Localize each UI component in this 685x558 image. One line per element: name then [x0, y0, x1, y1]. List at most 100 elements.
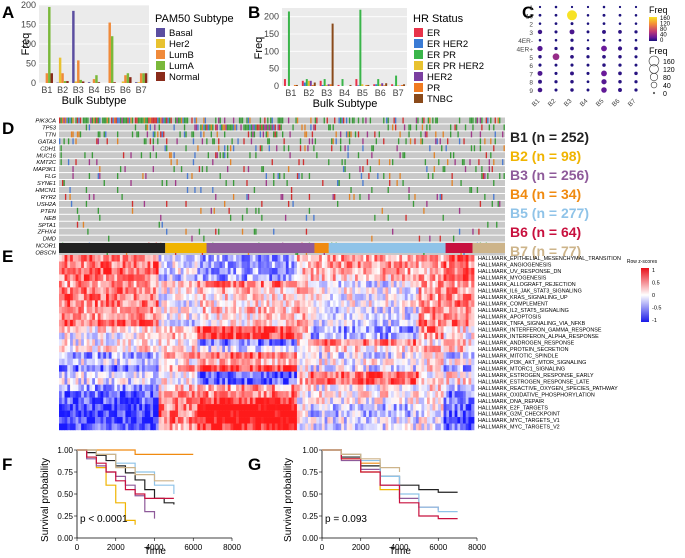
d-mutation [264, 124, 266, 131]
d-mutation [61, 180, 64, 186]
e-heat-cell [92, 255, 96, 262]
e-heat-cell [440, 378, 444, 385]
e-heat-cell [379, 410, 384, 418]
d-mutation [265, 180, 267, 186]
e-heat-cell [211, 267, 215, 275]
e-heat-cell [438, 397, 442, 405]
e-heat-cell [236, 319, 240, 327]
e-heat-cell [266, 319, 270, 327]
e-heat-cell [142, 255, 146, 262]
d-mutation [103, 131, 105, 138]
e-heat-cell [388, 352, 392, 359]
e-heat-cell [393, 293, 397, 301]
d-mutation [287, 117, 290, 124]
e-heat-cell [368, 417, 373, 424]
e-heat-cell [426, 274, 431, 282]
e-heat-cell [136, 391, 140, 398]
e-heat-cell [335, 339, 339, 346]
e-heat-cell [258, 371, 262, 379]
e-heat-cell [321, 319, 325, 327]
e-heat-cell [197, 423, 201, 431]
d-mutation [488, 124, 490, 131]
e-heat-cell [319, 306, 323, 314]
d-mutation [215, 193, 217, 200]
e-heat-cell [324, 267, 328, 275]
a-bar-B7-LumB [139, 73, 143, 83]
e-heat-cell [183, 404, 187, 411]
e-heat-cell [216, 313, 220, 321]
e-heat-cell [371, 423, 375, 431]
e-heat-cell [119, 404, 124, 411]
e-heat-cell [446, 378, 450, 385]
d-mutation [493, 124, 495, 131]
d-mutation [402, 117, 404, 124]
e-heat-cell [222, 397, 226, 405]
e-heat-cell [363, 404, 367, 411]
e-heat-cell [424, 274, 428, 282]
e-heat-cell [67, 365, 71, 372]
e-heat-cell [252, 339, 256, 346]
e-heat-cell [64, 280, 68, 288]
d-mutation [414, 193, 416, 200]
d-mutation [282, 117, 284, 124]
e-heat-cell [308, 313, 312, 321]
e-heat-cell [172, 397, 176, 405]
e-heat-cell [410, 280, 414, 288]
e-heat-cell [150, 313, 154, 321]
e-heat-cell [114, 274, 118, 282]
e-heat-cell [117, 319, 121, 327]
e-heat-cell [249, 261, 254, 269]
e-heat-cell [142, 287, 146, 295]
e-heat-cell [150, 280, 154, 288]
e-heat-cell [266, 365, 270, 372]
e-heat-cell [343, 293, 348, 301]
e-heat-cell [111, 384, 115, 392]
e-heat-cell [346, 404, 350, 411]
e-heat-cell [70, 267, 74, 275]
e-heat-cell [357, 417, 361, 424]
d-mutation [305, 214, 308, 221]
e-heat-cell [308, 280, 312, 288]
d-mutation [194, 187, 196, 193]
e-heat-cell [388, 404, 392, 411]
e-heat-cell [222, 280, 226, 288]
e-heat-cell [205, 365, 209, 372]
e-heat-cell [260, 391, 265, 398]
e-heat-cell [147, 391, 151, 398]
e-heat-cell [374, 404, 378, 411]
e-heat-cell [92, 293, 96, 301]
e-heat-cell [283, 417, 287, 424]
e-heat-cell [274, 404, 278, 411]
e-heat-cell [67, 332, 71, 340]
d-mutation [78, 117, 80, 124]
e-heat-cell [103, 378, 107, 385]
e-heat-cell [454, 410, 458, 418]
e-heat-cell [385, 306, 389, 314]
e-heat-cell [435, 378, 439, 385]
e-heat-cell [78, 267, 82, 275]
e-heat-cell [166, 371, 171, 379]
e-heat-cell [438, 358, 442, 366]
e-heat-cell [330, 293, 334, 301]
e-heat-cell [136, 378, 140, 385]
e-heat-cell [211, 274, 215, 282]
d-mutation [273, 124, 275, 131]
e-heat-cell [139, 378, 143, 385]
b-legend-label: ER HER2 [427, 39, 468, 50]
e-heat-cell [189, 255, 193, 262]
d-mutation [232, 145, 235, 152]
e-heat-cell [341, 261, 345, 269]
d-mutation [485, 117, 488, 124]
e-heat-cell [449, 326, 453, 333]
e-heat-cell [86, 397, 90, 405]
e-heat-cell [324, 391, 328, 398]
e-heat-cell [172, 313, 176, 321]
e-heat-cell [59, 423, 63, 431]
e-heat-cell [205, 378, 209, 385]
e-heat-cell [139, 384, 143, 392]
e-heat-cell [164, 371, 168, 379]
e-heat-cell [158, 339, 162, 346]
e-heat-cell [136, 300, 140, 308]
e-heat-cell [59, 267, 63, 275]
e-heat-cell [377, 280, 381, 288]
